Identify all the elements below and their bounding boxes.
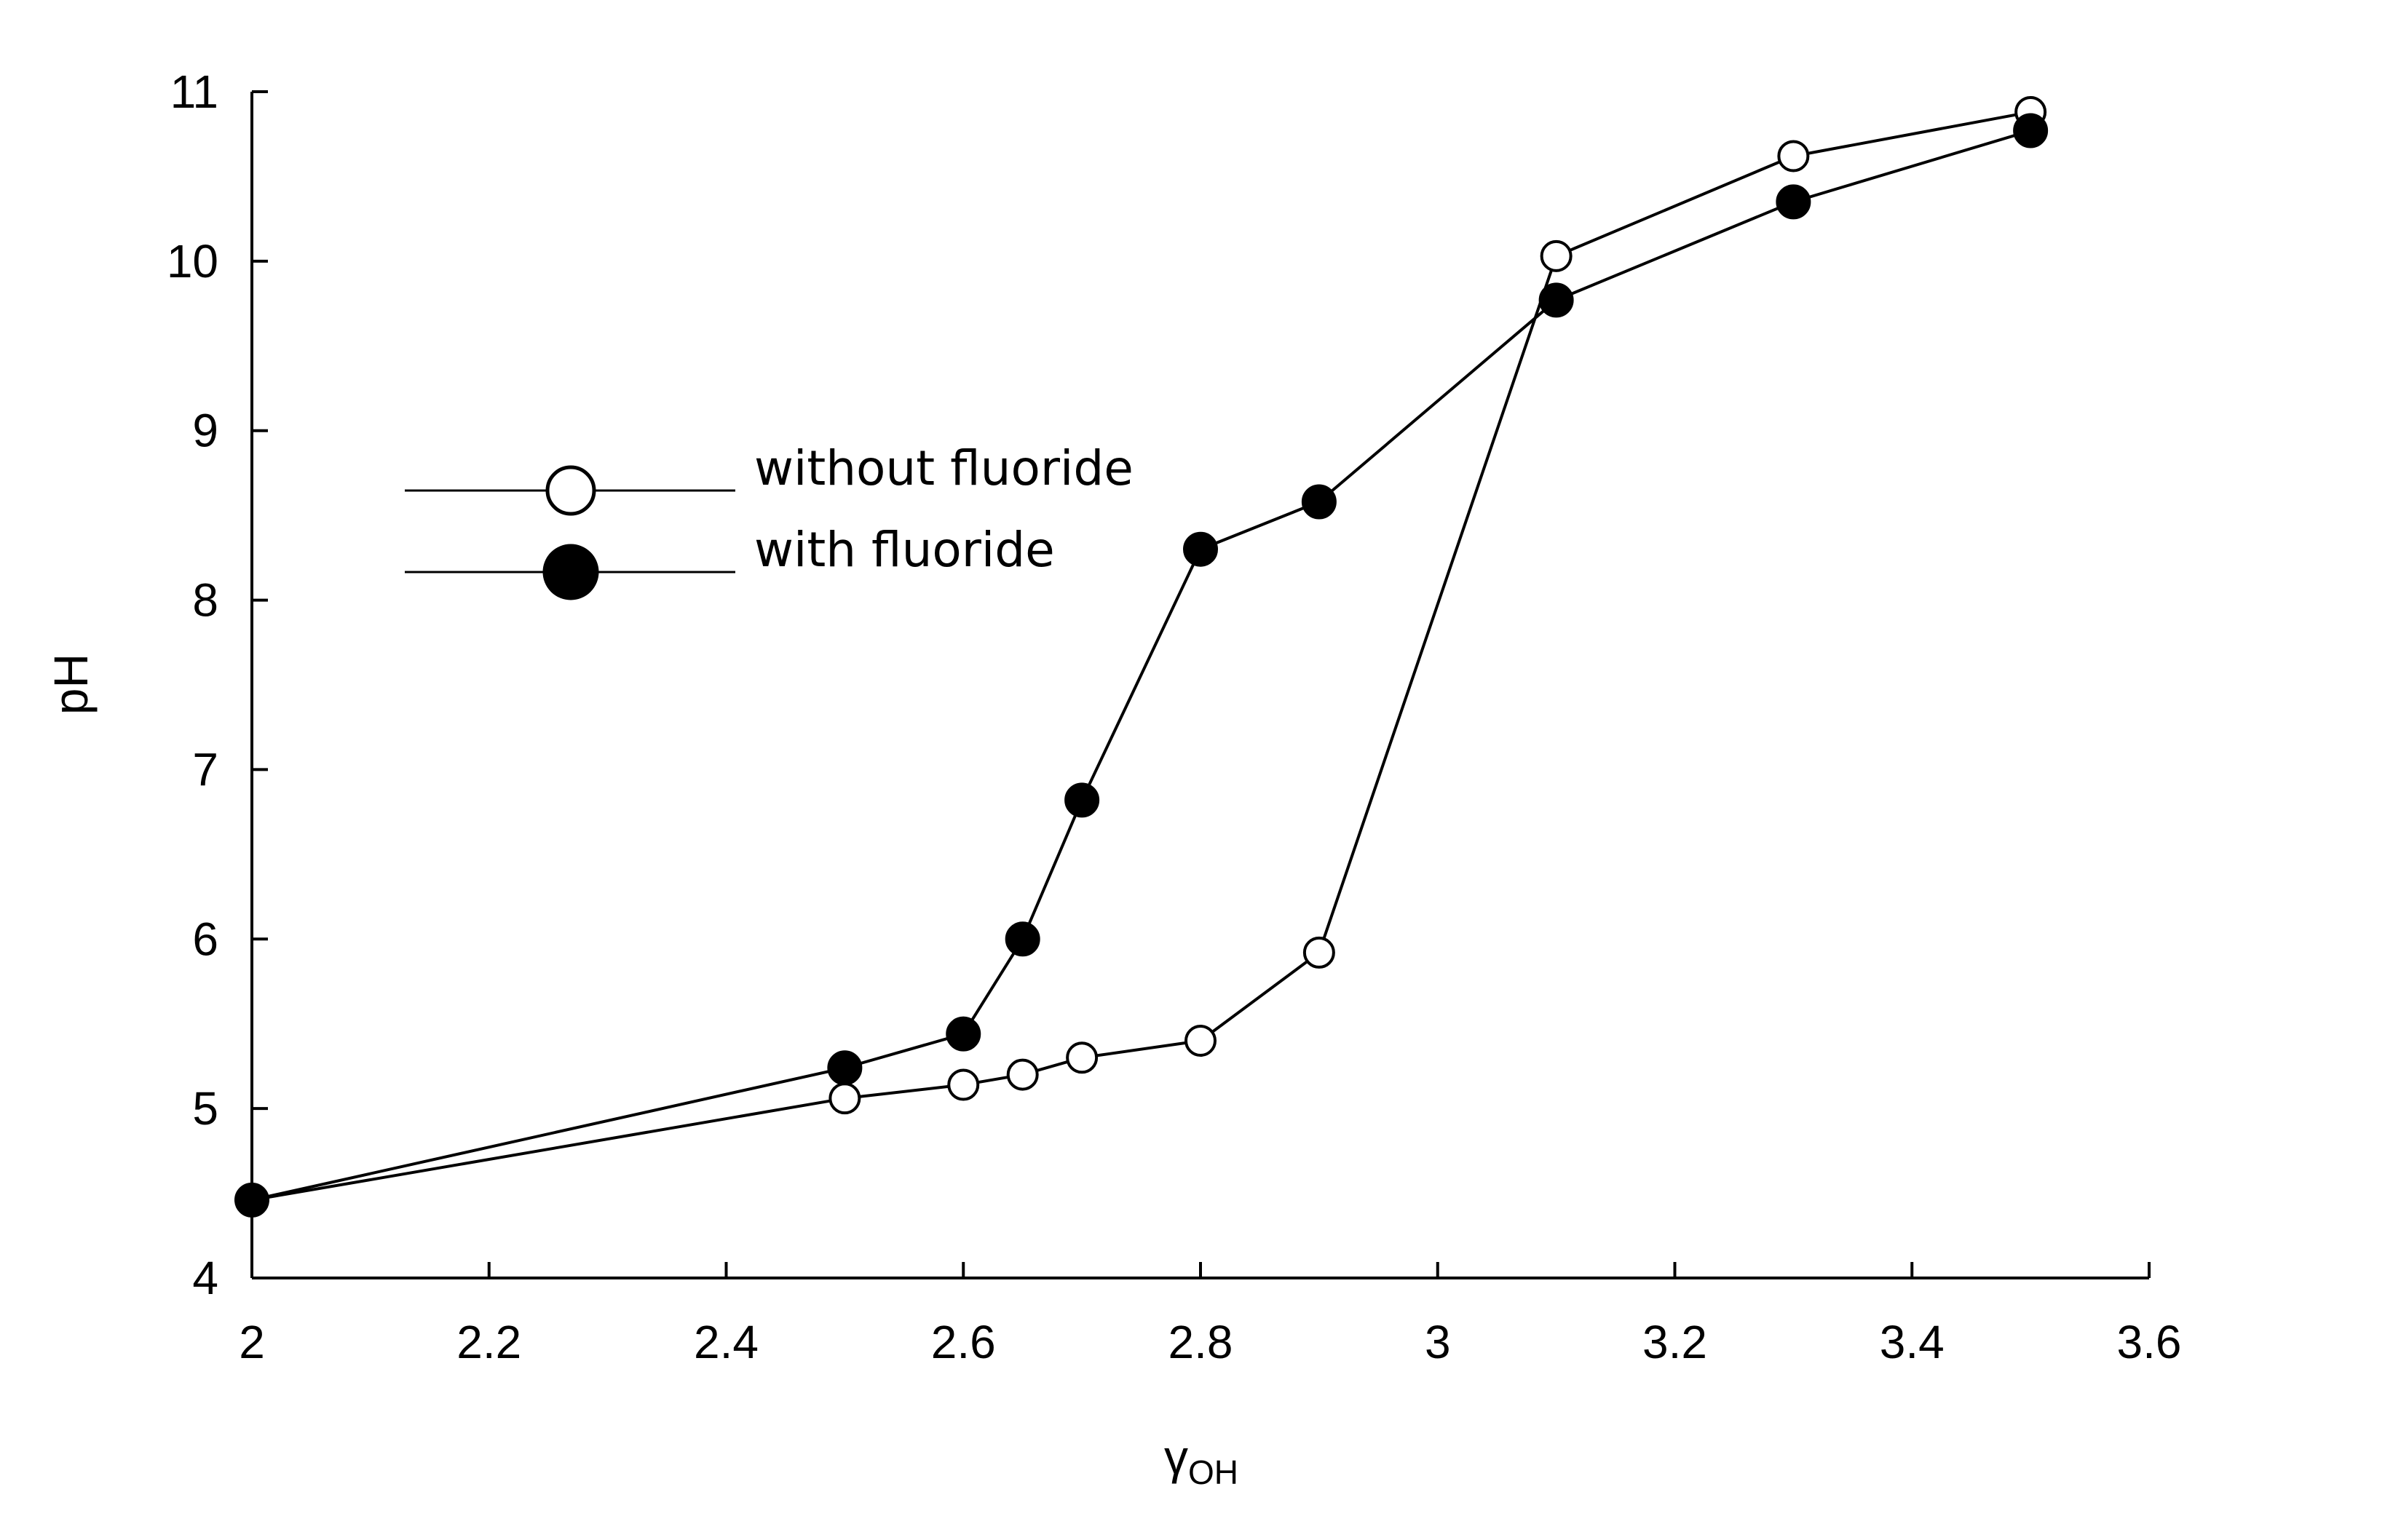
data-point	[2013, 113, 2049, 148]
y-tick-label-2: 6	[192, 913, 218, 965]
data-point	[1301, 484, 1337, 520]
data-point	[1006, 1058, 1039, 1091]
data-point	[1064, 782, 1100, 818]
data-point	[1540, 239, 1573, 272]
x-tick-label-6: 3.2	[1642, 1316, 1707, 1368]
legend-marker	[545, 465, 596, 516]
y-tick-label-0: 4	[192, 1252, 218, 1304]
series-line	[251, 129, 2031, 1202]
x-tick-label-4: 2.8	[1168, 1316, 1233, 1368]
x-axis-title-subscript: OH	[1188, 1453, 1238, 1491]
legend-entry-1: with fluoride	[405, 522, 1055, 600]
y-tick-label-1: 5	[192, 1082, 218, 1135]
data-point	[1184, 1025, 1217, 1057]
y-tick-label-7: 11	[170, 66, 218, 118]
legend-label: with fluoride	[754, 522, 1055, 578]
x-tick-label-5: 3	[1425, 1316, 1451, 1368]
series-line	[251, 110, 2031, 1202]
y-tick-label-5: 9	[192, 405, 218, 457]
y-tick-label-6: 10	[167, 235, 218, 287]
x-tick-label-1: 2.2	[456, 1316, 521, 1368]
series-without-fluoride	[236, 95, 2047, 1216]
y-axis-title: pH	[44, 654, 98, 715]
x-axis-title-main: γ	[1164, 1430, 1188, 1484]
data-point	[1005, 921, 1040, 957]
legend-entry-0: without fluoride	[405, 440, 1134, 516]
data-point	[1066, 1041, 1099, 1074]
y-tick-label-3: 7	[192, 743, 218, 795]
data-point	[828, 1082, 861, 1115]
data-point	[946, 1016, 981, 1052]
data-point	[1183, 531, 1218, 567]
x-axis-title: γOH	[1164, 1430, 1238, 1491]
data-point	[1538, 282, 1574, 318]
legend-label: without fluoride	[754, 440, 1134, 496]
x-tick-label-7: 3.4	[1880, 1316, 1945, 1368]
data-point	[1777, 140, 1810, 172]
x-tick-label-8: 3.6	[2117, 1316, 2182, 1368]
x-tick-label-0: 2	[239, 1316, 265, 1368]
data-point	[827, 1050, 863, 1086]
data-point	[234, 1182, 269, 1218]
data-point	[1302, 936, 1335, 969]
y-tick-label-4: 8	[192, 574, 218, 627]
series-with-fluoride	[234, 113, 2049, 1218]
axes: 2 2.2 2.4 2.6 2.8 3 3.2 3.4 3.6 4 5 6 7 8 9 10 11	[167, 66, 2182, 1368]
series-layer	[234, 95, 2049, 1218]
x-tick-label-3: 2.6	[931, 1316, 996, 1368]
legend: without fluoride with fluoride	[405, 440, 1134, 600]
x-tick-label-2: 2.4	[694, 1316, 759, 1368]
legend-marker	[542, 544, 599, 600]
data-point	[1776, 184, 1811, 220]
data-point	[947, 1068, 980, 1101]
